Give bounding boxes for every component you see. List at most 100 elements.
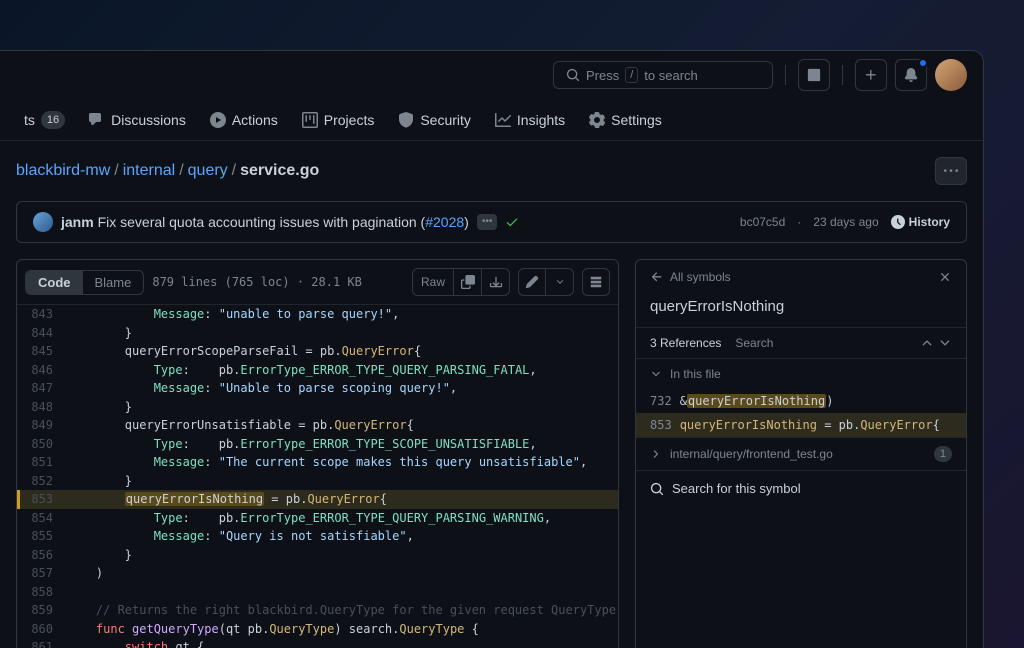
chevron-up-icon <box>920 336 934 350</box>
code-line[interactable]: 849 queryErrorUnsatisfiable = pb.QueryEr… <box>17 416 618 435</box>
code-line[interactable]: 851 Message: "The current scope makes th… <box>17 453 618 472</box>
commit-check-icon <box>505 215 519 229</box>
code-line[interactable]: 845 queryErrorScopeParseFail = pb.QueryE… <box>17 342 618 361</box>
line-number[interactable]: 848 <box>17 398 67 417</box>
line-content: queryErrorIsNothing = pb.QueryError{ <box>67 490 387 509</box>
in-this-file-header[interactable]: In this file <box>636 359 966 389</box>
symbols-toggle[interactable] <box>582 268 610 296</box>
raw-button[interactable]: Raw <box>412 268 454 296</box>
copy-button[interactable] <box>454 268 482 296</box>
line-number[interactable]: 851 <box>17 453 67 472</box>
tab-security[interactable]: Security <box>390 112 479 128</box>
projects-icon <box>302 112 318 128</box>
breadcrumb-repo[interactable]: blackbird-mw <box>16 162 110 180</box>
code-line[interactable]: 860 func getQueryType(qt pb.QueryType) s… <box>17 620 618 639</box>
code-line[interactable]: 843 Message: "unable to parse query!", <box>17 305 618 324</box>
line-number[interactable]: 855 <box>17 527 67 546</box>
prev-ref[interactable] <box>920 336 934 350</box>
line-number[interactable]: 856 <box>17 546 67 565</box>
latest-commit: janm Fix several quota accounting issues… <box>16 201 967 243</box>
line-number[interactable]: 852 <box>17 472 67 491</box>
code-line[interactable]: 852 } <box>17 472 618 491</box>
shield-icon <box>398 112 414 128</box>
history-icon <box>891 215 905 229</box>
commit-pr-link[interactable]: #2028 <box>425 214 464 230</box>
code-line[interactable]: 855 Message: "Query is not satisfiable", <box>17 527 618 546</box>
symbol-ref-2[interactable]: 853 queryErrorIsNothing = pb.QueryError{ <box>636 413 966 437</box>
line-number[interactable]: 857 <box>17 564 67 583</box>
code-line[interactable]: 847 Message: "Unable to parse scoping qu… <box>17 379 618 398</box>
arrow-left-icon <box>650 270 664 284</box>
tab-actions[interactable]: Actions <box>202 112 286 128</box>
close-symbol-panel[interactable] <box>938 270 952 284</box>
search-refs[interactable]: Search <box>735 336 773 350</box>
actions-icon <box>210 112 226 128</box>
search-prefix: Press <box>586 68 619 83</box>
code-line[interactable]: 853 queryErrorIsNothing = pb.QueryError{ <box>17 490 618 509</box>
search-symbol-link[interactable]: Search for this symbol <box>636 470 966 506</box>
tab-partial[interactable]: ts 16 <box>16 111 73 129</box>
code-line[interactable]: 846 Type: pb.ErrorType_ERROR_TYPE_QUERY_… <box>17 361 618 380</box>
line-number[interactable]: 846 <box>17 361 67 380</box>
line-number[interactable]: 858 <box>17 583 67 602</box>
line-number[interactable]: 860 <box>17 620 67 639</box>
code-line[interactable]: 856 } <box>17 546 618 565</box>
line-number[interactable]: 854 <box>17 509 67 528</box>
command-palette-button[interactable] <box>798 59 830 91</box>
line-number[interactable]: 845 <box>17 342 67 361</box>
close-icon <box>938 270 952 284</box>
global-search[interactable]: Press / to search <box>553 61 773 89</box>
line-number[interactable]: 850 <box>17 435 67 454</box>
code-line[interactable]: 854 Type: pb.ErrorType_ERROR_TYPE_QUERY_… <box>17 509 618 528</box>
chevron-down-icon <box>555 277 565 287</box>
line-number[interactable]: 853 <box>17 490 67 509</box>
code-body[interactable]: 843 Message: "unable to parse query!",84… <box>17 305 618 648</box>
line-content: func getQueryType(qt pb.QueryType) searc… <box>67 620 479 639</box>
blame-view-button[interactable]: Blame <box>83 271 144 294</box>
file-actions-menu[interactable] <box>935 157 967 185</box>
line-number[interactable]: 847 <box>17 379 67 398</box>
back-arrow[interactable]: All symbols <box>650 270 731 284</box>
commit-sha[interactable]: bc07c5d <box>740 215 785 229</box>
tab-settings[interactable]: Settings <box>581 112 670 128</box>
chevron-right-icon <box>650 448 662 460</box>
line-content: } <box>67 472 132 491</box>
commit-expand[interactable]: ••• <box>477 214 498 230</box>
code-line[interactable]: 861 switch qt { <box>17 638 618 648</box>
code-line[interactable]: 858 <box>17 583 618 602</box>
download-button[interactable] <box>482 268 510 296</box>
breadcrumb-seg-1[interactable]: internal <box>123 162 175 180</box>
line-number[interactable]: 859 <box>17 601 67 620</box>
code-line[interactable]: 859 // Returns the right blackbird.Query… <box>17 601 618 620</box>
user-avatar[interactable] <box>935 59 967 91</box>
line-number[interactable]: 844 <box>17 324 67 343</box>
tab-discussions[interactable]: Discussions <box>81 112 194 128</box>
code-line[interactable]: 844 } <box>17 324 618 343</box>
next-ref[interactable] <box>938 336 952 350</box>
line-content: Message: "unable to parse query!", <box>67 305 399 324</box>
symbol-ref-1[interactable]: 732 &queryErrorIsNothing) <box>636 389 966 413</box>
code-line[interactable]: 850 Type: pb.ErrorType_ERROR_TYPE_SCOPE_… <box>17 435 618 454</box>
create-new-button[interactable] <box>855 59 887 91</box>
code-panel: Code Blame 879 lines (765 loc) · 28.1 KB… <box>16 259 619 648</box>
discussions-icon <box>89 112 105 128</box>
code-line[interactable]: 857 ) <box>17 564 618 583</box>
breadcrumb-seg-2[interactable]: query <box>188 162 228 180</box>
line-number[interactable]: 861 <box>17 638 67 648</box>
references-count[interactable]: 3 References <box>650 336 721 350</box>
line-number[interactable]: 849 <box>17 416 67 435</box>
code-line[interactable]: 848 } <box>17 398 618 417</box>
tab-projects[interactable]: Projects <box>294 112 383 128</box>
edit-button[interactable] <box>518 268 546 296</box>
symbol-panel: All symbols queryErrorIsNothing 3 Refere… <box>635 259 967 648</box>
code-view-button[interactable]: Code <box>26 271 83 294</box>
commit-author-avatar[interactable] <box>33 212 53 232</box>
line-content: Type: pb.ErrorType_ERROR_TYPE_QUERY_PARS… <box>67 509 551 528</box>
notifications-button[interactable] <box>895 59 927 91</box>
history-link[interactable]: History <box>891 215 950 229</box>
edit-dropdown[interactable] <box>546 268 574 296</box>
tab-insights[interactable]: Insights <box>487 112 573 128</box>
commit-author[interactable]: janm <box>61 214 94 230</box>
line-number[interactable]: 843 <box>17 305 67 324</box>
other-file-ref[interactable]: internal/query/frontend_test.go 1 <box>636 437 966 470</box>
